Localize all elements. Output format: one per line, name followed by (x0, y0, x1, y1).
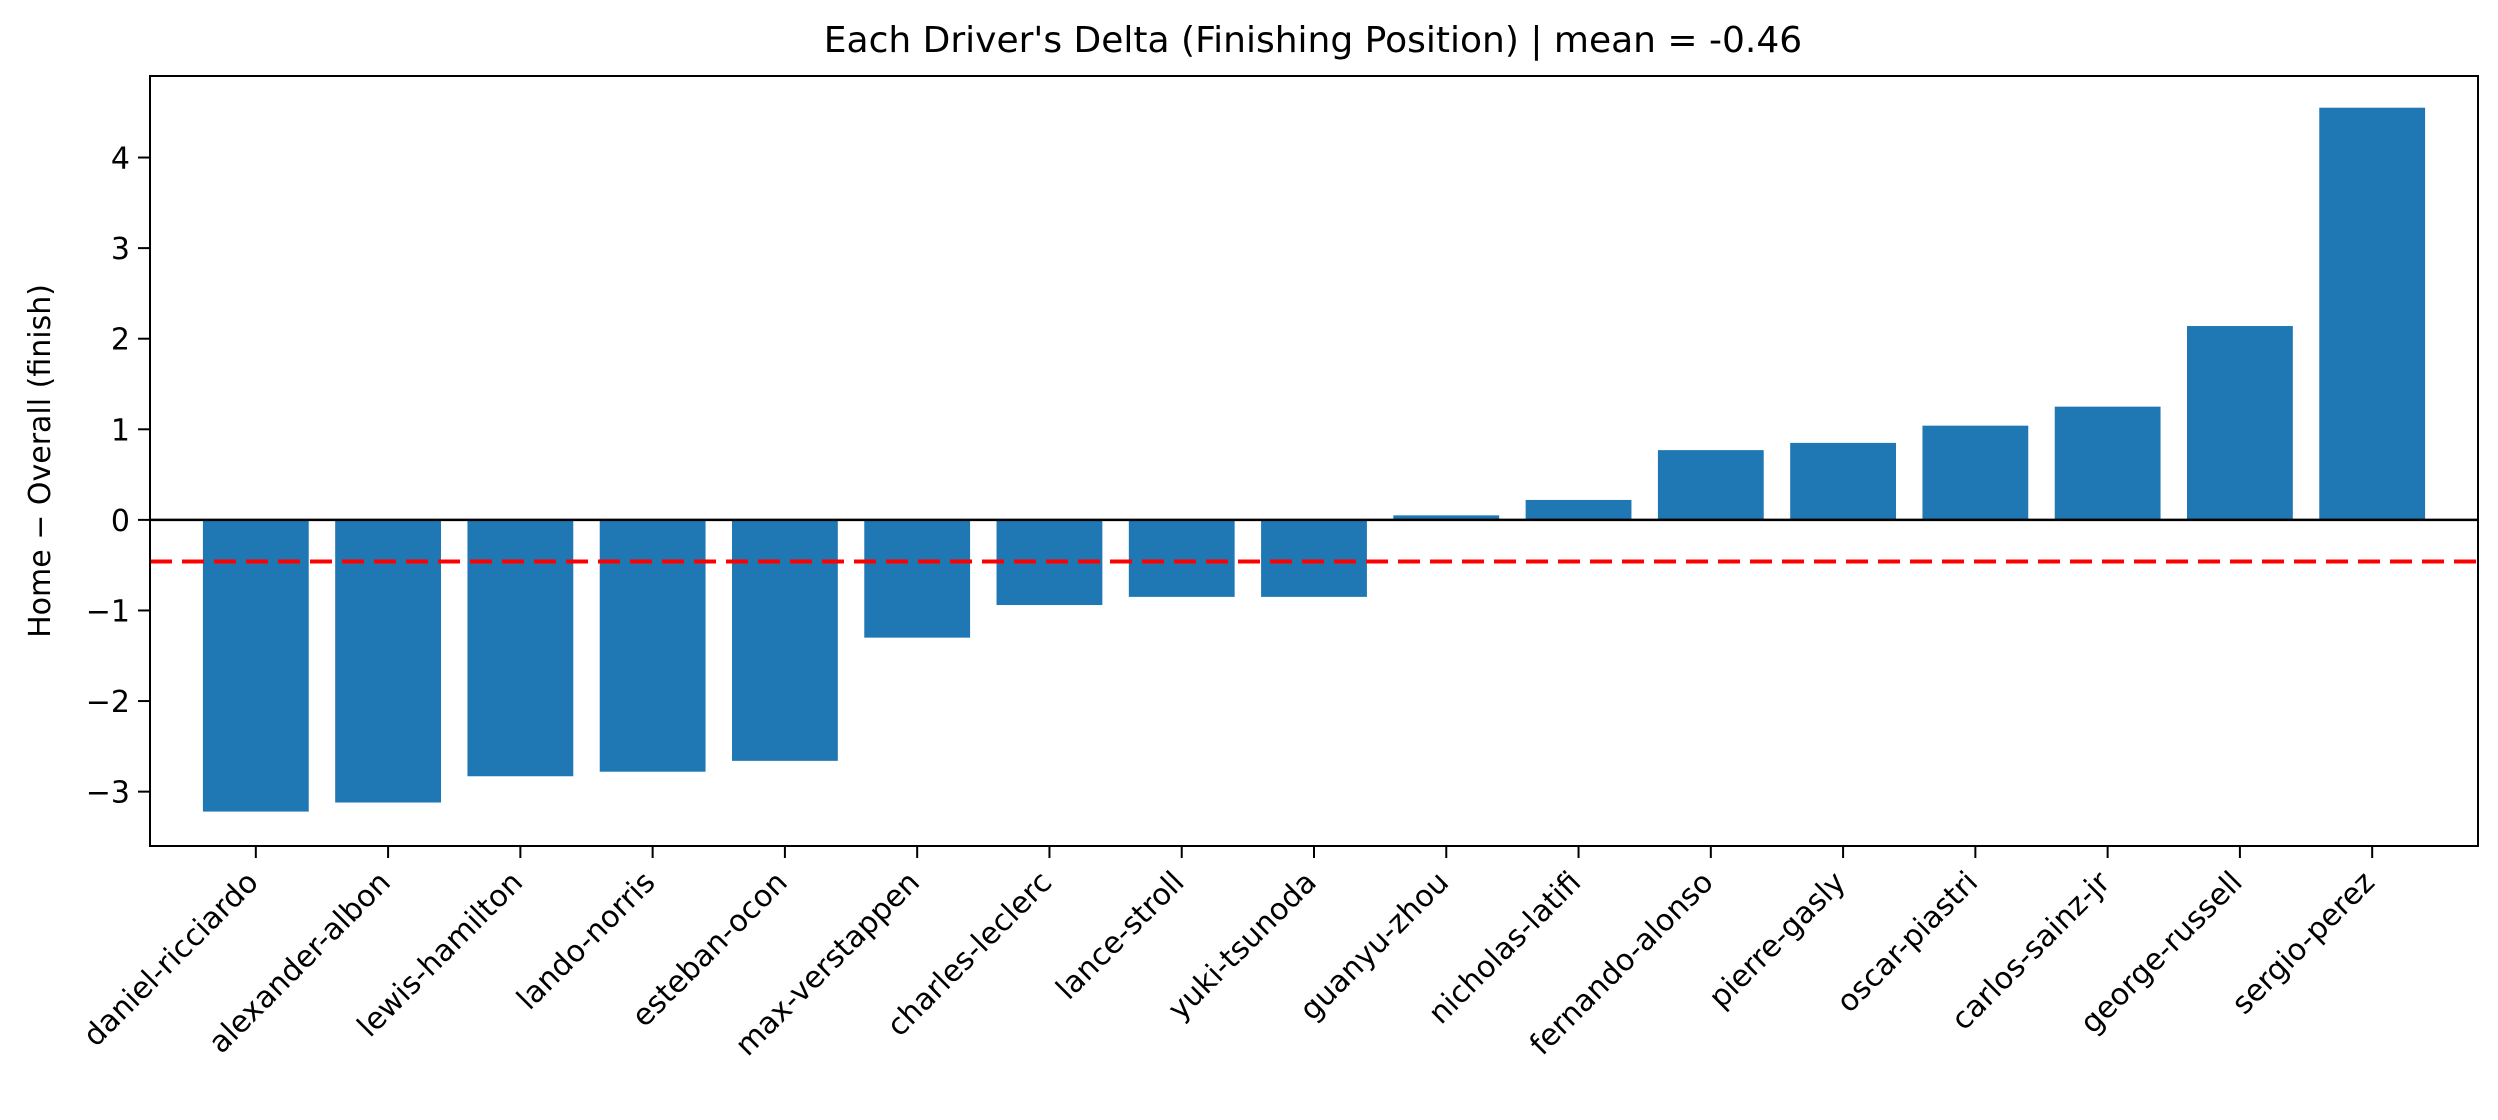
bar-esteban-ocon (732, 519, 838, 761)
x-tick-label: lance-stroll (1050, 865, 1192, 1007)
bar-lance-stroll (1128, 519, 1235, 597)
bar-yuki-tsunoda (1261, 519, 1367, 597)
bar-lewis-hamilton (467, 519, 574, 777)
y-axis-label: Home − Overall (finish) (23, 284, 58, 638)
bar-alexander-albon (335, 519, 441, 803)
y-tick-label: 2 (111, 323, 130, 358)
y-tick-label: 3 (111, 232, 130, 267)
bar-pierre-gasly (1790, 442, 1896, 520)
y-axis: −3 −2 −1 0 1 2 3 4 (86, 142, 150, 811)
bar-max-verstappen (864, 519, 971, 638)
bar-daniel-ricciardo (202, 519, 309, 812)
x-tick-label: sergio-perez (2225, 865, 2382, 1022)
bar-carlos-sainz-jr (2054, 406, 2161, 520)
bar-fernando-alonso (1657, 450, 1764, 520)
y-tick-label: −1 (86, 594, 130, 629)
y-tick-label: −2 (86, 685, 130, 720)
x-tick-label: pierre-gasly (1702, 865, 1852, 1015)
chart-title: Each Driver's Delta (Finishing Position)… (824, 20, 1802, 61)
y-tick-label: −3 (86, 776, 130, 811)
plot-frame (149, 75, 2479, 847)
bar-lando-norris (599, 519, 706, 772)
bar-oscar-piastri (1922, 425, 2029, 520)
bars-group (202, 107, 2426, 812)
y-tick-label: 0 (111, 504, 130, 539)
bar-george-russell (2187, 326, 2293, 520)
y-tick-label: 4 (111, 142, 130, 177)
y-tick-label: 1 (111, 413, 130, 448)
x-axis: daniel-ricciardoalexander-albonlewis-ham… (77, 846, 2382, 1063)
bar-guanyu-zhou (1393, 515, 1500, 520)
bar-nicholas-latifi (1525, 499, 1632, 520)
bar-sergio-perez (2319, 107, 2426, 520)
